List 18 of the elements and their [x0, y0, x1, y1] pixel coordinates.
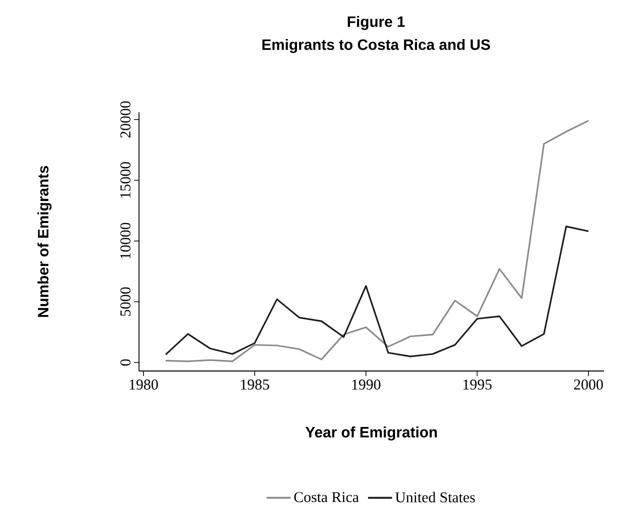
chart-title: Figure 1: [348, 16, 405, 30]
line-series: [164, 120, 590, 362]
y-tick-label: 20000: [120, 101, 130, 138]
y-axis-title: Number of Emigrants: [37, 166, 52, 317]
x-tick-label: 1980: [130, 380, 158, 390]
y-tick-label: 15000: [120, 162, 130, 198]
y-tick-label: 0: [120, 359, 130, 366]
x-tick-label: 2000: [574, 380, 603, 390]
y-tick-label: 10000: [120, 222, 130, 258]
y-tick-label: 5000: [120, 287, 130, 316]
x-tick-label: 1990: [352, 380, 380, 390]
line-series: [164, 226, 590, 358]
chart-subtitle: Emigrants to Costa Rica and US: [262, 38, 490, 54]
x-tick-label: 1985: [241, 380, 270, 390]
legend-label: United States: [395, 492, 475, 502]
x-tick-label: 1995: [464, 380, 492, 390]
legend-label: Costa Rica: [294, 492, 359, 502]
x-axis-title: Year of Emigration: [306, 426, 437, 441]
